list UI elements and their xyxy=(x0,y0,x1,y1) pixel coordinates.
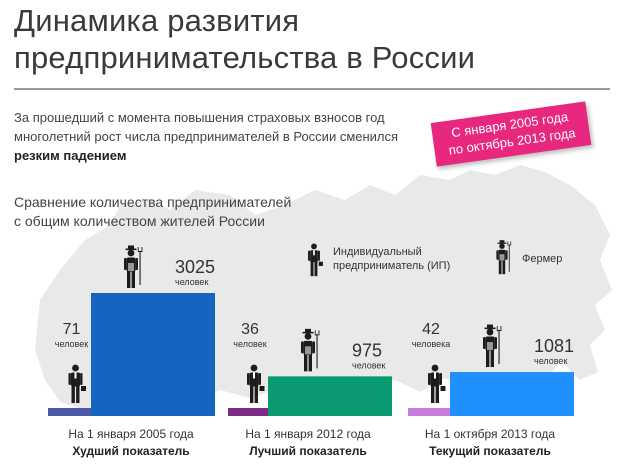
bar-farmer-1 xyxy=(48,408,91,416)
figure-farmer-2 xyxy=(301,328,320,372)
value-label-farmer-1: 71 xyxy=(63,321,81,338)
value-label-ip-3: 1081 xyxy=(534,336,574,356)
category-date-3: На 1 октября 2013 года xyxy=(425,427,556,441)
bar-farmer-2 xyxy=(228,408,268,416)
chart-section-title: Сравнение количества предпринимателей с … xyxy=(14,193,344,231)
unit-label-farmer-3: человека xyxy=(412,339,451,349)
page-title: Динамика развития предпринимательства в … xyxy=(14,2,475,76)
unit-label-ip-2: человек xyxy=(352,360,385,370)
value-label-farmer-3: 42 xyxy=(422,321,440,338)
value-label-ip-2: 975 xyxy=(352,340,382,360)
category-rating-2: Лучший показатель xyxy=(249,444,367,458)
unit-label-ip-1: человек xyxy=(175,277,208,287)
value-label-farmer-2: 36 xyxy=(241,321,259,338)
legend-ip-icon xyxy=(308,243,323,277)
section-title-line-1: Сравнение количества предпринимателей xyxy=(14,194,292,210)
bar-ip-2 xyxy=(268,376,392,416)
category-rating-1: Худший показатель xyxy=(72,444,189,458)
title-line-1: Динамика развития xyxy=(14,3,300,38)
lead-emphasis: резким падением xyxy=(14,148,127,163)
bar-ip-3 xyxy=(450,372,574,416)
figure-ip-2 xyxy=(247,364,265,403)
lead-paragraph: За прошедший с момента повышения страхов… xyxy=(14,108,424,165)
figure-farmer-3 xyxy=(483,324,502,368)
section-title-line-2: с общим количеством жителей России xyxy=(14,213,265,229)
category-rating-3: Текущий показатель xyxy=(429,444,551,458)
category-date-2: На 1 января 2012 года xyxy=(245,427,371,441)
bar-farmer-3 xyxy=(408,408,450,416)
figure-ip-3 xyxy=(428,364,446,403)
figure-farmer-1 xyxy=(124,245,143,288)
unit-label-ip-3: человек xyxy=(534,356,567,366)
legend-farmer-icon xyxy=(496,240,512,275)
category-date-1: На 1 января 2005 года xyxy=(68,427,194,441)
value-label-ip-1: 3025 xyxy=(175,257,215,277)
figure-ip-1 xyxy=(68,364,86,403)
title-line-2: предпринимательства в России xyxy=(14,40,476,75)
bar-ip-1 xyxy=(91,293,215,416)
unit-label-farmer-1: человек xyxy=(55,339,88,349)
unit-label-farmer-2: человек xyxy=(233,339,266,349)
title-divider xyxy=(14,88,610,90)
lead-text: За прошедший с момента повышения страхов… xyxy=(14,110,399,144)
